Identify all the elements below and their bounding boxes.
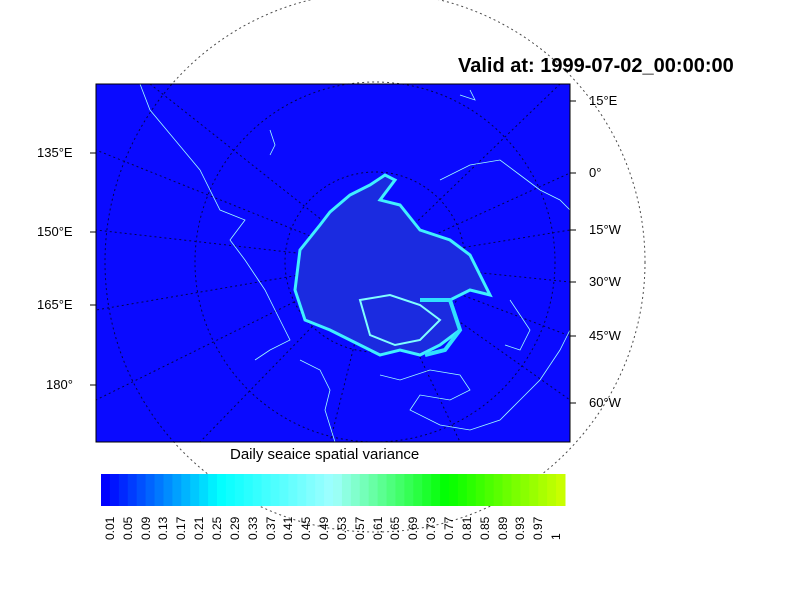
colorbar-box	[154, 474, 164, 506]
colorbar-box	[279, 474, 289, 506]
colorbar-box	[520, 474, 530, 506]
colorbar-box	[199, 474, 209, 506]
coastlines	[139, 83, 571, 443]
colorbar-box	[225, 474, 236, 506]
colorbar-box	[243, 474, 254, 506]
colorbar-box	[538, 474, 548, 506]
colorbar-label: 0.09	[138, 516, 153, 540]
colorbar-box	[172, 474, 182, 506]
colorbar-label: 0.57	[352, 516, 367, 540]
colorbar-label: 0.29	[227, 516, 242, 540]
colorbar-box	[368, 474, 379, 506]
left-tick-marks	[90, 152, 96, 386]
colorbar-box	[511, 474, 521, 506]
colorbar-label: 0.73	[424, 516, 439, 540]
colorbar-label: 0.17	[174, 516, 189, 540]
colorbar-label: 0.65	[388, 516, 403, 540]
colorbar-box	[252, 474, 263, 506]
colorbar-box	[297, 474, 307, 506]
colorbar-label: 0.33	[245, 516, 260, 540]
colorbar-box	[270, 474, 280, 506]
colorbar-box	[475, 474, 486, 506]
colorbar-label: 0.01	[102, 516, 117, 540]
colorbar-box	[127, 474, 138, 506]
right-tick-marks	[570, 100, 576, 404]
colorbar-box	[181, 474, 191, 506]
colorbar-label: 0.49	[317, 516, 332, 540]
colorbar-label: 0.13	[156, 516, 171, 540]
colorbar-label: 0.37	[263, 516, 278, 540]
colorbar-box	[324, 474, 334, 506]
colorbar-label: 1	[549, 533, 564, 540]
colorbar-label: 0.61	[370, 516, 385, 540]
colorbar-box	[431, 474, 441, 506]
colorbar-label: 0.85	[477, 516, 492, 540]
lon-label-left: 150°E	[37, 224, 73, 239]
colorbar-label: 0.53	[334, 516, 349, 540]
colorbar-box	[145, 474, 156, 506]
colorbar-title: Daily seaice spatial variance	[230, 446, 420, 463]
colorbar-box	[261, 474, 272, 506]
colorbar-box	[306, 474, 316, 506]
colorbar-box	[315, 474, 325, 506]
lon-label-left: 180°	[46, 377, 73, 392]
colorbar-label: 0.81	[459, 516, 474, 540]
colorbar-box	[333, 474, 343, 506]
colorbar-box	[413, 474, 423, 506]
colorbar-box	[404, 474, 414, 506]
colorbar-box	[457, 474, 468, 506]
lon-label-right: 45°W	[589, 328, 621, 343]
colorbar-label: 0.41	[281, 516, 296, 540]
colorbar-box	[217, 474, 227, 506]
lon-label-right: 30°W	[589, 274, 621, 289]
colorbar-box	[502, 474, 512, 506]
colorbar-box	[341, 474, 352, 506]
colorbar-label: 0.77	[442, 516, 456, 540]
colorbar-box	[163, 474, 173, 506]
lon-label-right: 60°W	[589, 395, 621, 410]
colorbar-label: 0.69	[406, 516, 421, 540]
colorbar-label: 0.21	[192, 516, 207, 540]
colorbar-box	[109, 474, 120, 506]
colorbar-box	[449, 474, 459, 506]
colorbar-label: 0.97	[531, 516, 546, 540]
colorbar-box	[440, 474, 450, 506]
colorbar-box	[190, 474, 200, 506]
colorbar-label: 0.89	[495, 516, 510, 540]
lon-label-right: 15°W	[589, 222, 621, 237]
colorbar-box	[422, 474, 432, 506]
map-frame	[95, 83, 571, 443]
colorbar-box	[288, 474, 298, 506]
plot-title: Valid at: 1999-07-02_00:00:00	[458, 55, 734, 77]
colorbar-label: 0.45	[299, 516, 314, 540]
colorbar-box	[466, 474, 477, 506]
colorbar-box	[493, 474, 504, 506]
colorbar-box	[359, 474, 370, 506]
colorbar-label: 0.25	[210, 516, 224, 540]
colorbar-box	[136, 474, 147, 506]
colorbar-box	[208, 474, 218, 506]
colorbar-label: 0.05	[120, 516, 135, 540]
colorbar-box	[547, 474, 557, 506]
colorbar-box	[118, 474, 129, 506]
colorbar-label: 0.93	[513, 516, 528, 540]
colorbar-box	[350, 474, 361, 506]
colorbar-box	[377, 474, 388, 506]
lon-label-right: 15°E	[589, 93, 618, 108]
colorbar-box	[101, 474, 111, 506]
lon-label-right: 0°	[589, 165, 602, 180]
colorbar-box	[484, 474, 495, 506]
colorbar	[101, 474, 566, 506]
lon-label-left: 165°E	[37, 297, 73, 312]
lon-label-left: 135°E	[37, 145, 73, 160]
colorbar-box	[386, 474, 396, 506]
colorbar-box	[556, 474, 566, 506]
colorbar-box	[234, 474, 245, 506]
sea-ice-field	[293, 173, 493, 357]
colorbar-box	[529, 474, 539, 506]
colorbar-box	[395, 474, 405, 506]
